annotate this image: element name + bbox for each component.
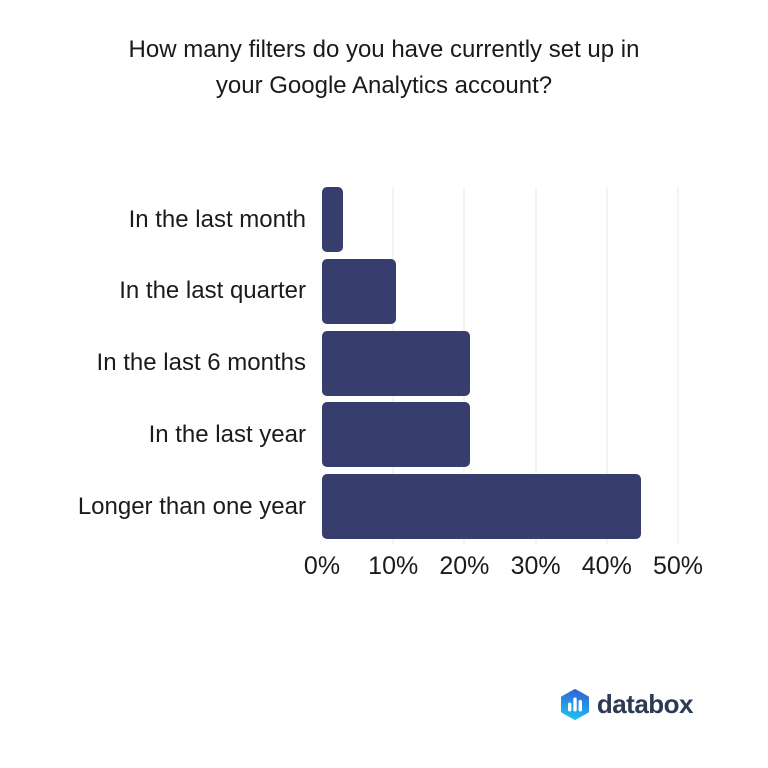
bar-track	[322, 474, 678, 540]
bar-in-the-last-quarter	[322, 258, 397, 324]
databox-logo: databox	[560, 687, 694, 721]
bar-track	[322, 258, 678, 324]
bar-longer-than-one-year	[322, 474, 641, 540]
x-tick-0: 0%	[303, 552, 341, 580]
chart-row: In the last quarter	[0, 258, 768, 331]
bar-track	[322, 330, 678, 396]
bar-track	[322, 402, 678, 468]
x-tick-10: 10%	[368, 552, 419, 580]
chart-title: How many filters do you have currently s…	[0, 32, 768, 104]
gridline-30pct	[535, 187, 537, 545]
x-axis-ticks: 0% 10% 20% 30% 40% 50%	[304, 552, 703, 582]
x-tick-20: 20%	[439, 552, 490, 580]
chart-title-line-2: your Google Analytics account?	[215, 72, 553, 99]
chart-rows: In the last month In the last quarter In…	[0, 187, 768, 546]
category-label: Longer than one year	[77, 492, 306, 520]
x-tick-30: 30%	[510, 552, 561, 580]
chart-row: In the last year	[0, 402, 768, 474]
bar-in-the-last-year	[322, 402, 471, 468]
category-label: In the last month	[128, 205, 306, 233]
chart-row: In the last month	[0, 187, 768, 259]
category-label: In the last 6 months	[96, 349, 306, 377]
chart-title-line-1: How many filters do you have currently s…	[128, 36, 640, 63]
x-tick-40: 40%	[581, 552, 632, 580]
gridline-40pct	[606, 187, 608, 545]
x-tick-50: 50%	[652, 552, 704, 580]
bar-in-the-last-6-months	[322, 330, 471, 396]
category-label: In the last year	[148, 420, 306, 448]
databox-logo-text: databox	[596, 689, 694, 719]
chart-row: Longer than one year	[0, 474, 768, 546]
bar-chart: In the last month In the last quarter In…	[0, 187, 768, 580]
category-label: In the last quarter	[119, 277, 306, 305]
bar-track	[322, 187, 678, 252]
chart-row: In the last 6 months	[0, 330, 768, 403]
gridline-50pct	[677, 187, 679, 545]
bar-in-the-last-month	[322, 187, 344, 252]
bar-chart-hexagon-icon	[560, 688, 589, 720]
